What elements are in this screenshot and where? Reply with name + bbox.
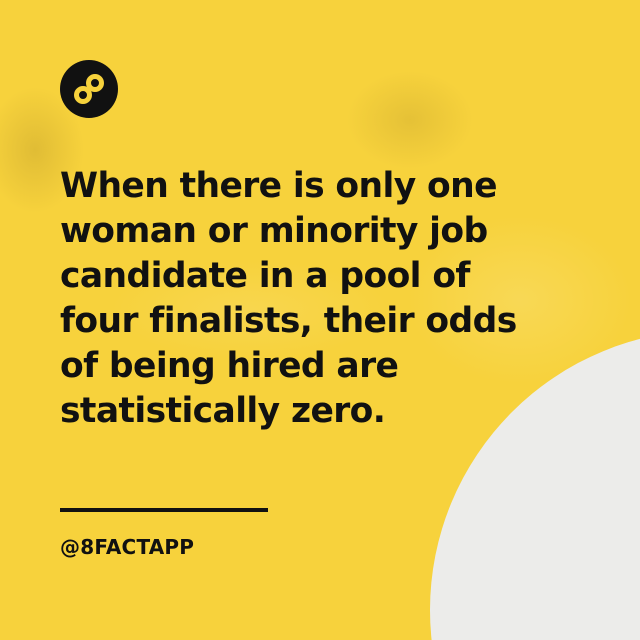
- divider-line: [60, 508, 268, 512]
- fact-line: four finalists, their odds: [60, 301, 517, 341]
- fact-text: When there is only one woman or minority…: [60, 164, 580, 434]
- fact-line: When there is only one: [60, 166, 497, 206]
- brand-logo: [60, 60, 118, 118]
- social-handle: @8FACTAPP: [60, 535, 195, 559]
- fact-line: candidate in a pool of: [60, 256, 470, 296]
- fact-line: of being hired are: [60, 346, 399, 386]
- infinity-eight-icon: [74, 74, 104, 104]
- fact-line: statistically zero.: [60, 391, 386, 431]
- fact-line: woman or minority job: [60, 211, 488, 251]
